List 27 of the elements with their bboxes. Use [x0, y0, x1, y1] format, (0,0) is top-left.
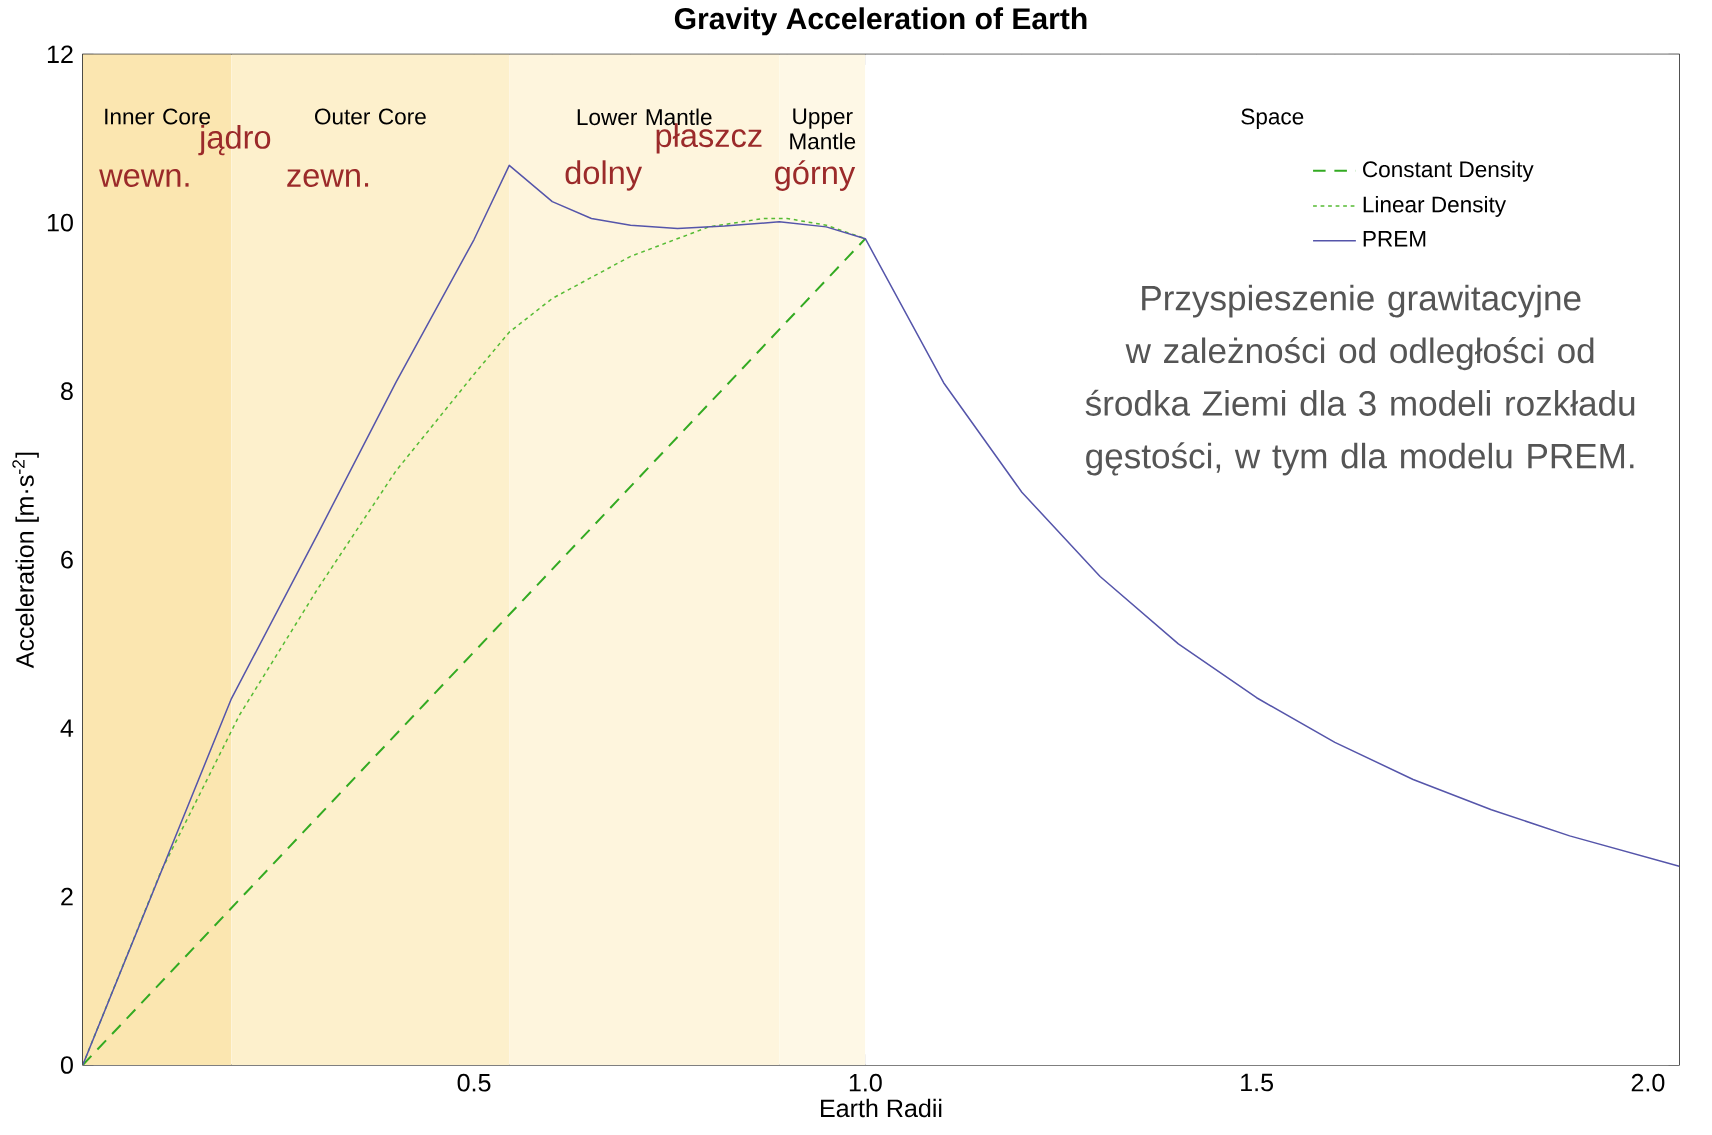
legend-label: Constant Density — [1363, 160, 1534, 182]
y-tick-label: 12 — [47, 45, 73, 63]
legend-label: PREM — [1363, 231, 1426, 247]
band-label: Inner Core — [105, 108, 211, 125]
x-tick-label: 1.5 — [1241, 1073, 1273, 1092]
y-tick-label: 6 — [61, 550, 73, 569]
x-tick-label: 0.5 — [457, 1073, 491, 1092]
annotation: Przyspieszenie grawitacyjne w zależności od odległości od środka Ziemi dla 3 modeli rozkładu gęstości, w tym dla modelu PREM. — [1085, 284, 1635, 476]
annotation: górny — [775, 160, 856, 191]
y-axis-title: Acceleration [m·s$^{-2}$] — [12, 452, 39, 669]
y-tick-label: 2 — [61, 887, 73, 906]
annotation: dolny — [565, 160, 643, 191]
x-tick-label: 2.0 — [1631, 1073, 1665, 1092]
chart-title: Gravity Acceleration of Earth — [674, 7, 1087, 36]
legend-label: Linear Density — [1363, 195, 1507, 217]
band-label: Upper Mantle — [790, 108, 856, 150]
y-tick-label: 4 — [60, 719, 74, 737]
annotation: wewn. — [99, 169, 189, 187]
band-label: Space — [1241, 108, 1304, 130]
annotation: zewn. — [287, 169, 369, 187]
y-tick-label: 8 — [61, 382, 73, 401]
x-tick-label: 1.0 — [849, 1073, 882, 1092]
annotation: jądro — [198, 124, 271, 156]
y-tick-label: 10 — [47, 213, 73, 232]
y-tick-label: 0 — [60, 1056, 73, 1074]
x-axis-title: Earth Radii — [821, 1098, 942, 1118]
band-label: Outer Core — [314, 108, 426, 125]
